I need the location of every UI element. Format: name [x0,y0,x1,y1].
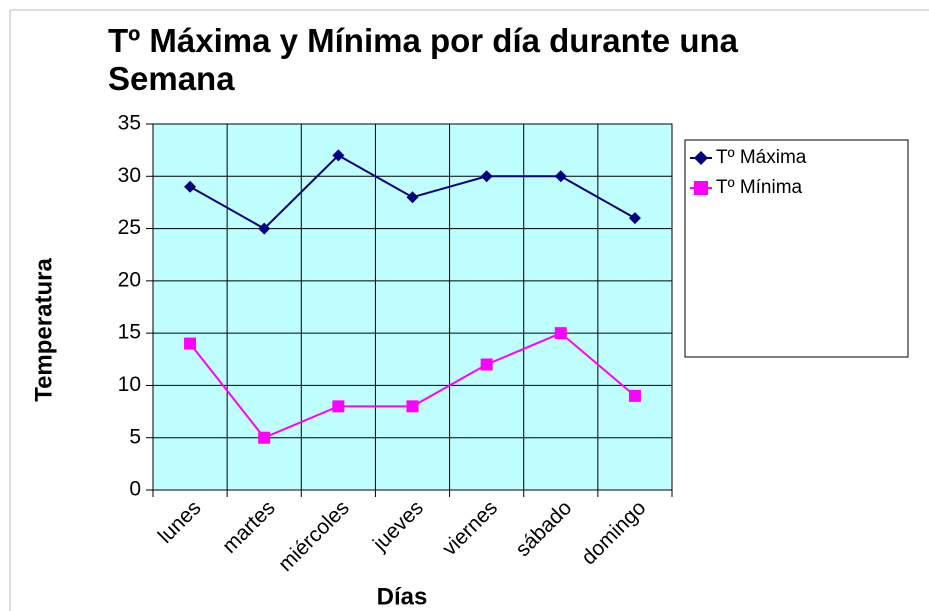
marker [554,170,567,183]
y-tick-label: 15 [118,321,141,344]
marker [184,337,197,350]
legend-box [684,139,909,358]
y-tick-label: 30 [118,164,141,187]
chart-title: Tº Máxima y Mínima por día durante una S… [108,22,738,97]
legend-marker [694,151,708,165]
marker [480,358,493,371]
marker [406,191,419,204]
x-tick-label: domingo [577,496,650,569]
legend-label: Tº Máxima [716,147,807,168]
marker [258,222,271,235]
marker [258,431,271,444]
y-axis-label: Temperatura [30,258,57,402]
marker [406,400,419,413]
x-tick-label: viernes [438,496,502,560]
marker [332,400,345,413]
x-tick-label: martes [218,496,280,558]
marker [554,327,567,340]
marker [332,149,345,162]
x-tick-label: lunes [154,496,206,548]
y-tick-label: 20 [118,268,141,291]
y-tick-label: 25 [118,216,141,239]
y-tick-label: 10 [118,373,141,396]
marker [184,180,197,193]
plot-area [152,123,673,491]
x-tick-label: miércoles [274,496,354,576]
legend-label: Tº Mínima [716,177,803,198]
marker [628,389,641,402]
marker [628,212,641,225]
x-axis-label: Días [377,583,428,610]
x-tick-label: jueves [368,496,428,556]
legend-marker [694,181,708,195]
y-tick-label: 0 [129,478,141,501]
x-tick-label: sábado [511,496,576,561]
marker [480,170,493,183]
y-tick-label: 35 [118,112,141,135]
y-tick-label: 5 [129,425,141,448]
